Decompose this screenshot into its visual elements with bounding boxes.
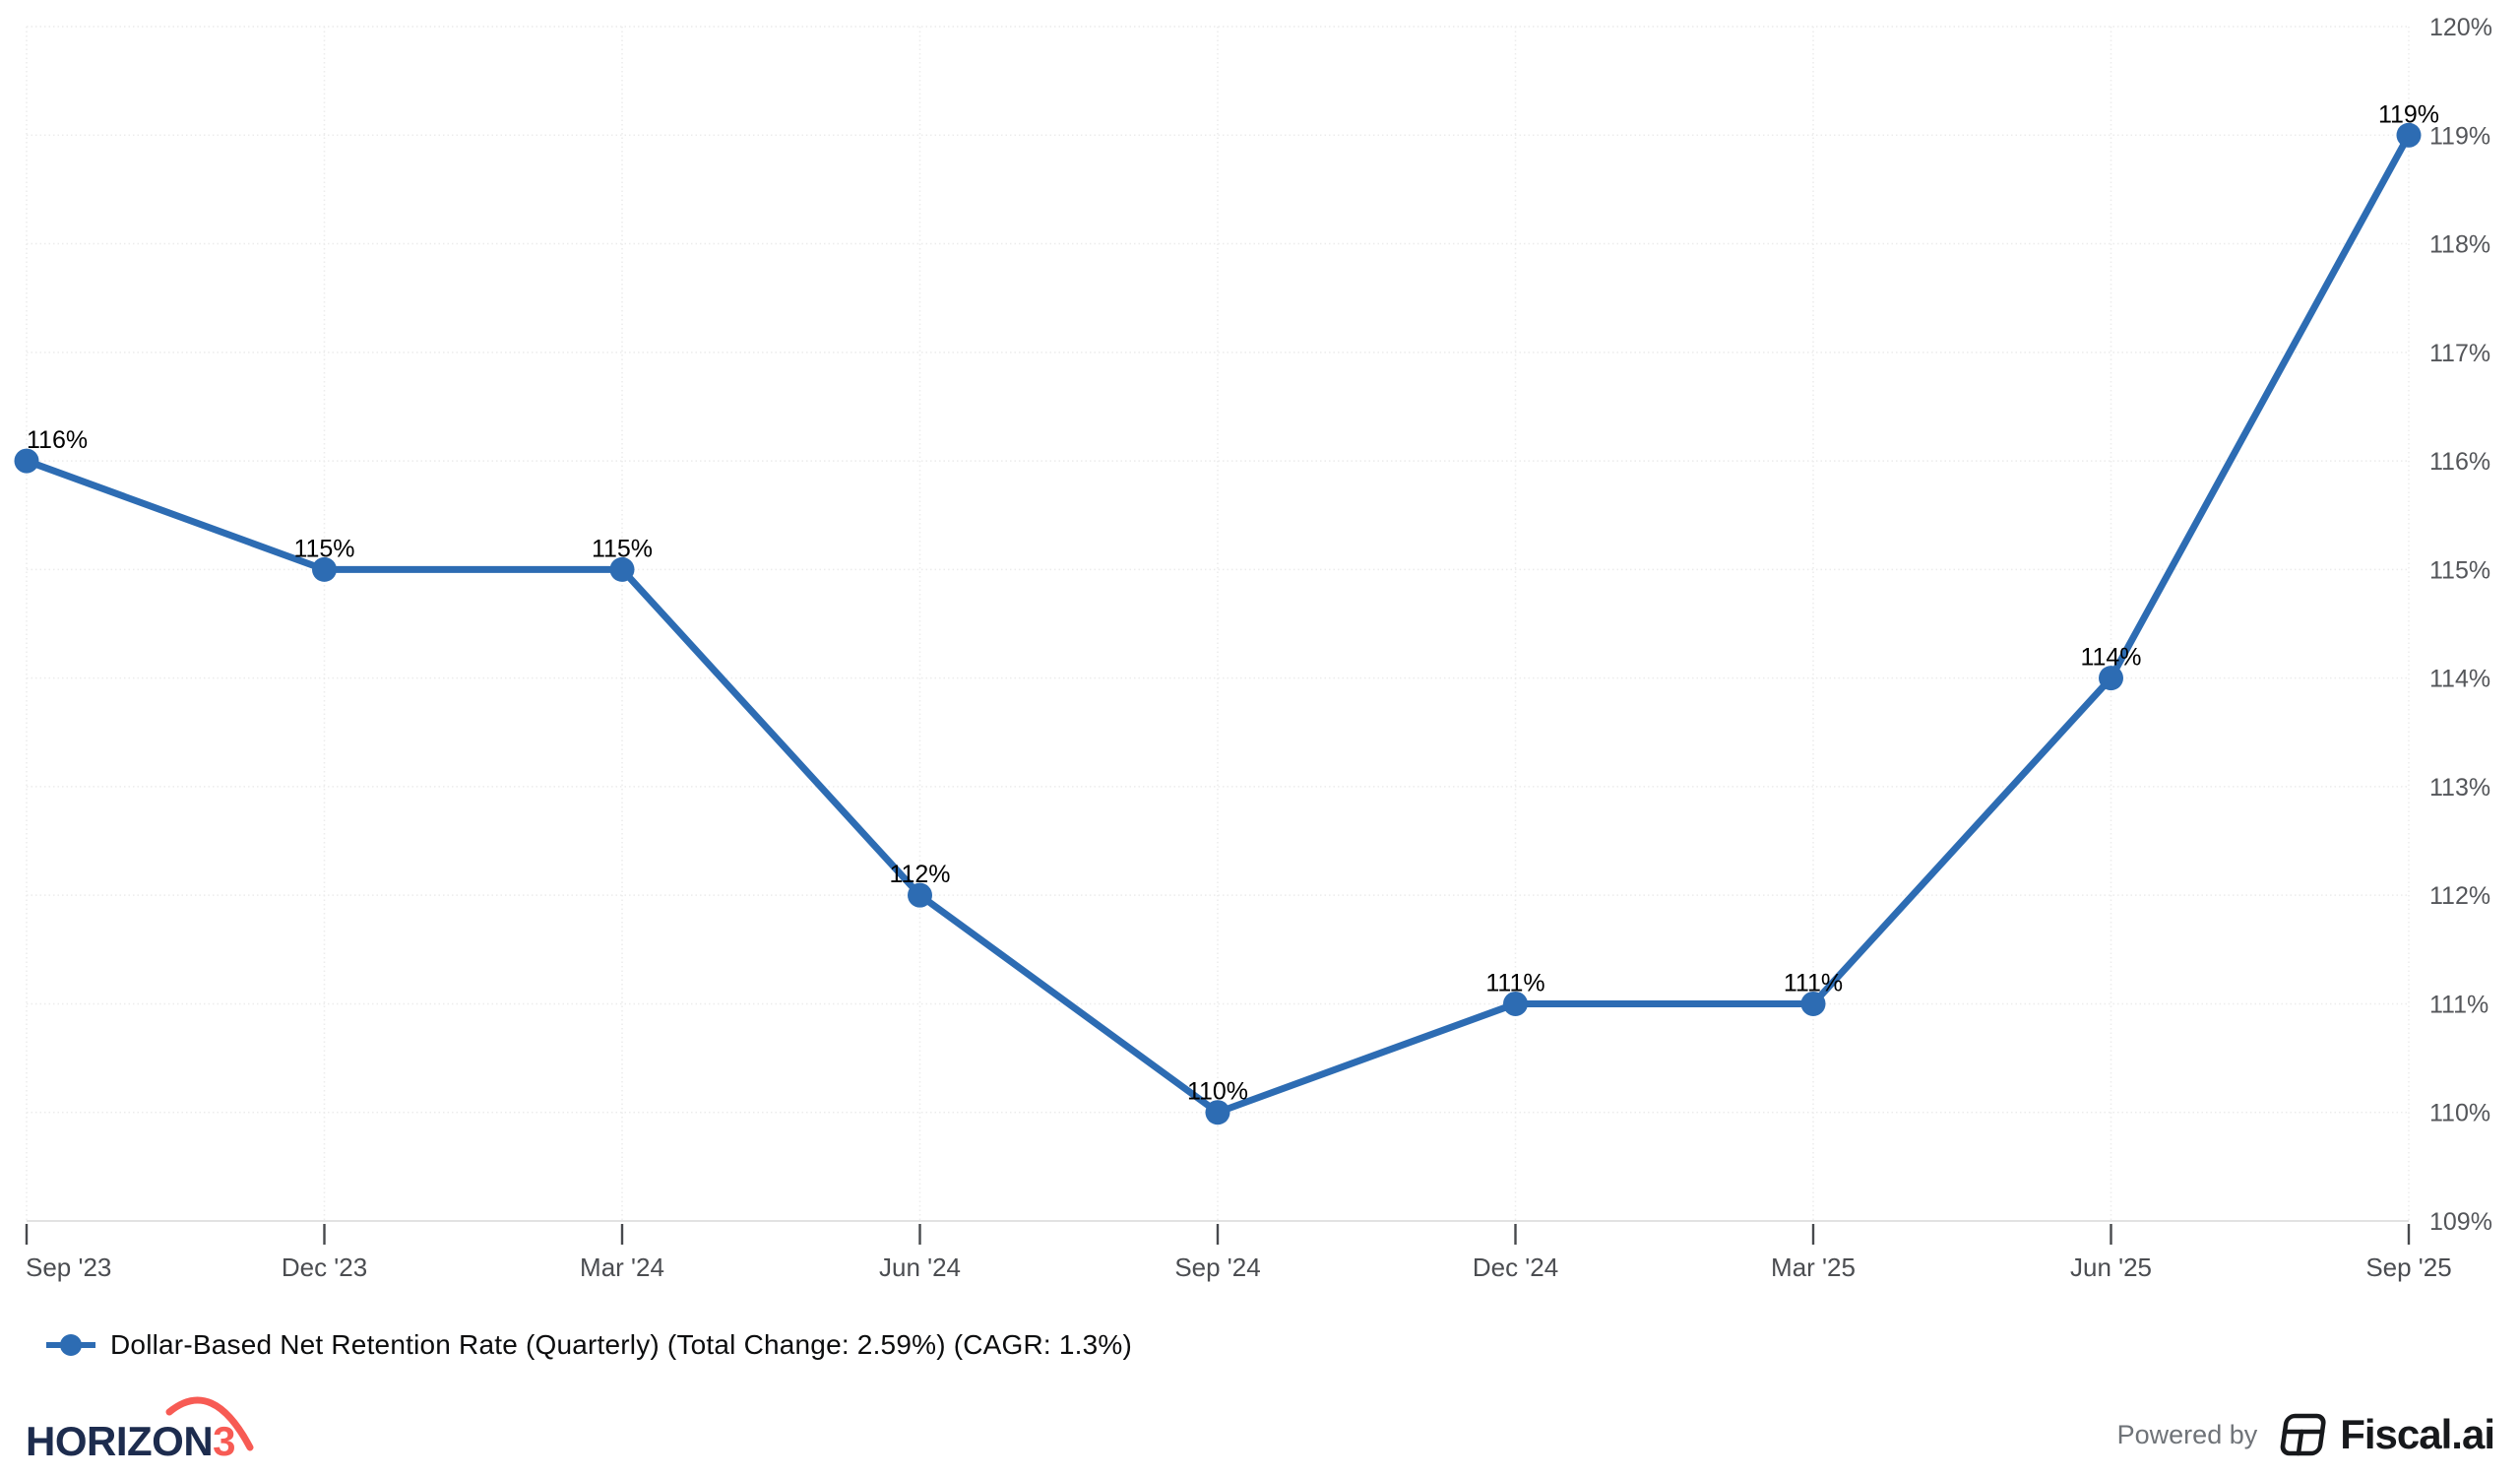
x-tick-label: Mar '24 bbox=[580, 1252, 664, 1282]
data-point-2[interactable] bbox=[609, 556, 635, 582]
data-point-label: 115% bbox=[293, 535, 354, 562]
gridlines bbox=[26, 26, 2410, 1222]
y-tick-label: 117% bbox=[2429, 340, 2490, 367]
data-point-label: 110% bbox=[1187, 1078, 1248, 1106]
y-tick-label: 115% bbox=[2429, 556, 2490, 584]
x-tick-label: Mar '25 bbox=[1771, 1252, 1856, 1282]
data-point-label: 111% bbox=[1485, 969, 1544, 996]
data-point-6[interactable] bbox=[1800, 991, 1826, 1016]
data-point-4[interactable] bbox=[1205, 1100, 1230, 1125]
x-axis: Sep '23 Dec '23 Mar '24 Jun '24 Sep '24 Dec '… bbox=[25, 1220, 2452, 1282]
y-tick-label: 110% bbox=[2429, 1100, 2490, 1127]
data-point-label: 116% bbox=[27, 426, 88, 454]
legend-item[interactable]: Dollar-Based Net Retention Rate (Quarter… bbox=[45, 1323, 1132, 1367]
y-tick-label: 111% bbox=[2429, 991, 2488, 1018]
data-point-label: 114% bbox=[2080, 644, 2141, 672]
data-point-3[interactable] bbox=[908, 882, 932, 908]
y-tick-label: 118% bbox=[2429, 231, 2490, 259]
legend-label: Dollar-Based Net Retention Rate (Quarter… bbox=[110, 1329, 1133, 1360]
y-tick-label: 112% bbox=[2429, 882, 2490, 910]
x-tick-label: Dec '24 bbox=[1473, 1252, 1558, 1282]
fiscal-brand-text: Fiscal.ai bbox=[2340, 1411, 2495, 1457]
data-point-label: 111% bbox=[1784, 969, 1843, 996]
powered-by-text: Powered by bbox=[2116, 1419, 2258, 1449]
data-point-label: 115% bbox=[592, 535, 653, 562]
x-tick-label: Sep '25 bbox=[2365, 1252, 2451, 1282]
data-point-8[interactable] bbox=[2396, 122, 2422, 148]
x-tick-label: Sep '24 bbox=[1174, 1252, 1260, 1282]
x-tick-label: Dec '23 bbox=[282, 1252, 367, 1282]
x-tick-label: Sep '23 bbox=[26, 1252, 111, 1282]
y-tick-label: 120% bbox=[2429, 14, 2492, 41]
horizon3-digit: 3 bbox=[213, 1418, 236, 1464]
y-tick-label: 109% bbox=[2429, 1208, 2492, 1236]
x-tick-label: Jun '25 bbox=[2070, 1252, 2152, 1282]
data-point-1[interactable] bbox=[312, 556, 337, 582]
data-point-7[interactable] bbox=[2099, 666, 2123, 691]
data-point-label: 112% bbox=[889, 861, 950, 888]
retention-rate-line bbox=[23, 131, 2413, 1117]
data-point-label: 119% bbox=[2378, 100, 2439, 128]
data-point-5[interactable] bbox=[1503, 991, 1528, 1016]
y-tick-label: 116% bbox=[2429, 448, 2490, 476]
horizon3-logo: HORIZON 3 bbox=[26, 1396, 254, 1467]
line-series bbox=[14, 122, 2422, 1125]
x-tick-label: Jun '24 bbox=[879, 1252, 961, 1282]
powered-by-fiscal-link[interactable]: Powered by Fiscal.ai bbox=[2116, 1406, 2495, 1463]
axis-and-data-labels: 120% 119% 118% 117% 116% 115% 114% 113% 112% 111%… bbox=[27, 14, 2492, 1236]
fiscal-logo-icon bbox=[2280, 1413, 2326, 1456]
y-tick-label: 114% bbox=[2429, 666, 2490, 693]
data-point-0[interactable] bbox=[14, 448, 39, 474]
horizon3-wordmark: HORIZON bbox=[26, 1418, 214, 1464]
y-tick-label: 119% bbox=[2429, 122, 2490, 150]
chart-plot-area[interactable]: Sep '23 Dec '23 Mar '24 Jun '24 Sep '24 Dec '… bbox=[0, 0, 2520, 1300]
legend-line-marker-icon bbox=[46, 1334, 95, 1356]
y-tick-label: 113% bbox=[2429, 774, 2490, 802]
